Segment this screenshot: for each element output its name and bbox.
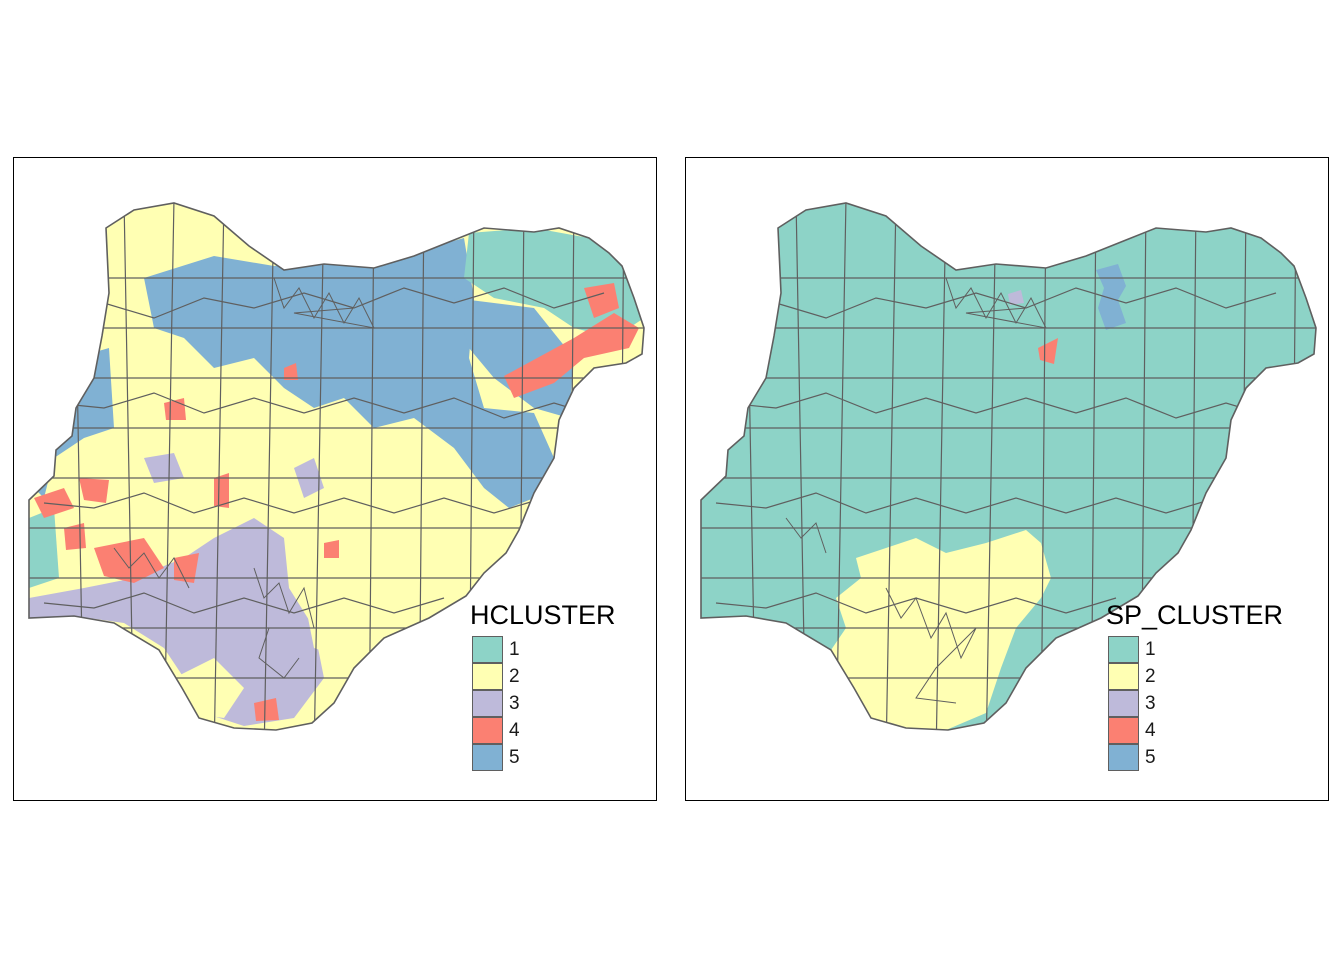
legend-label: 4 [1145,719,1156,741]
legend-swatch [472,636,503,663]
sp-cluster-legend: SP_CLUSTER 1 2 3 4 5 [1106,600,1283,771]
sp-cluster-map [700,202,1317,731]
legend-swatch [472,744,503,771]
legend-label: 4 [509,719,520,741]
legend-swatch [1108,663,1139,690]
legend-swatch [1108,690,1139,717]
legend-label: 5 [509,746,520,768]
legend-item: 3 [1108,690,1283,717]
legend-item: 3 [472,690,616,717]
legend-title: SP_CLUSTER [1106,600,1284,630]
legend-label: 1 [1145,638,1156,660]
legend-item: 1 [472,636,616,663]
legend-swatch [1108,744,1139,771]
legend-item: 5 [472,744,616,771]
legend-title: HCLUSTER [470,600,616,630]
legend-item: 1 [1108,636,1283,663]
legend-item: 2 [472,663,616,690]
legend-label: 3 [1145,692,1156,714]
sp-cluster-map-panel: SP_CLUSTER 1 2 3 4 5 [685,157,1329,801]
legend-swatch [1108,636,1139,663]
legend-label: 1 [509,638,520,660]
legend-item: 5 [1108,744,1283,771]
legend-item: 4 [1108,717,1283,744]
legend-item: 4 [472,717,616,744]
legend-label: 2 [1145,665,1156,687]
legend-label: 5 [1145,746,1156,768]
legend-swatch [1108,717,1139,744]
legend-item: 2 [1108,663,1283,690]
legend-swatch [472,663,503,690]
legend-swatch [472,690,503,717]
legend-label: 2 [509,665,520,687]
legend-swatch [472,717,503,744]
hcluster-map [28,202,645,731]
legend-label: 3 [509,692,520,714]
hcluster-legend: HCLUSTER 1 2 3 4 5 [470,600,616,771]
hcluster-map-panel: HCLUSTER 1 2 3 4 5 [13,157,657,801]
